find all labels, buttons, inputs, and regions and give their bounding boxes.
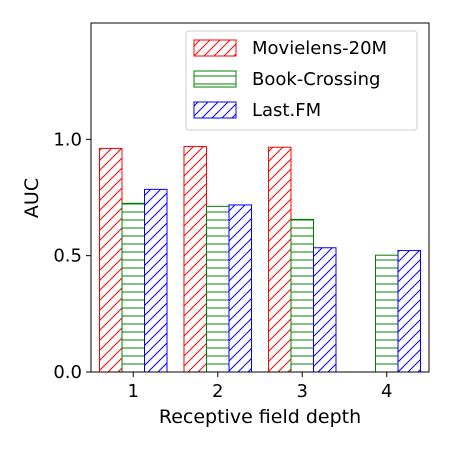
y-tick-label: 1.0 xyxy=(53,129,82,150)
bar-movielens-20m-3 xyxy=(268,146,292,373)
bar-book-crossing-3 xyxy=(290,218,314,373)
legend-swatch xyxy=(193,39,237,57)
bars-layer xyxy=(99,146,421,373)
ticks-layer: 1 2 3 4 0.0 0.5 1.0 xyxy=(53,129,392,402)
x-tick-label: 4 xyxy=(381,381,392,402)
legend-label: Book-Crossing xyxy=(252,69,380,90)
bar-book-crossing-2 xyxy=(206,205,230,373)
bar-last-fm-4 xyxy=(397,250,421,373)
legend-swatch xyxy=(193,70,237,88)
bar-last-fm-2 xyxy=(228,204,252,373)
bar-last-fm-1 xyxy=(144,188,168,373)
bar-movielens-20m-1 xyxy=(99,147,123,373)
legend-swatch xyxy=(193,101,237,119)
x-tick-label: 1 xyxy=(128,381,139,402)
legend: Movielens-20M Book-Crossing Last.FM xyxy=(185,30,418,131)
y-tick-label: 0.5 xyxy=(53,246,82,267)
bar-last-fm-3 xyxy=(313,247,337,373)
legend-label: Movielens-20M xyxy=(252,38,387,59)
x-tick-label: 2 xyxy=(212,381,223,402)
legend-label: Last.FM xyxy=(252,100,321,121)
legend-frame xyxy=(185,30,418,131)
x-axis-label: Receptive field depth xyxy=(159,406,361,428)
y-axis-label: AUC xyxy=(21,178,43,218)
y-tick-label: 0.0 xyxy=(53,362,82,383)
plot-frame xyxy=(90,22,430,373)
bar-book-crossing-1 xyxy=(121,202,145,373)
x-tick-label: 3 xyxy=(297,381,308,402)
bar-movielens-20m-2 xyxy=(183,146,207,373)
bar-book-crossing-4 xyxy=(375,254,399,373)
